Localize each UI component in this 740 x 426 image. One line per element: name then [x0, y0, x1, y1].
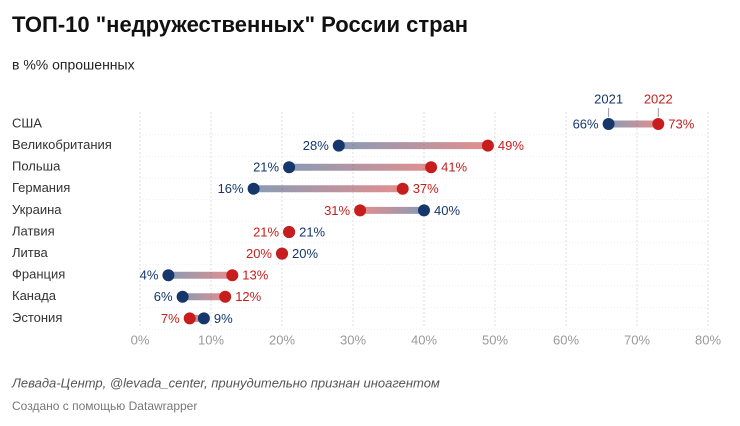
dot — [247, 182, 260, 195]
category-label: Украина — [12, 202, 62, 217]
value-label: 4% — [140, 268, 159, 283]
category-label: США — [12, 115, 42, 130]
source: Левада-Центр, @levada_center, принудител… — [11, 375, 440, 390]
credit: Создано с помощью Datawrapper — [12, 399, 197, 413]
dot — [219, 290, 232, 303]
dot — [396, 182, 409, 195]
dot — [283, 226, 296, 238]
legend-label: 2021 — [594, 91, 623, 106]
dot — [481, 139, 494, 152]
category-label: Эстония — [12, 310, 62, 325]
category-label: Польша — [12, 159, 61, 174]
value-label: 28% — [303, 138, 329, 153]
value-label: 40% — [434, 203, 460, 218]
category-label: Великобритания — [12, 137, 112, 152]
dot — [226, 269, 239, 282]
x-tick-label: 50% — [482, 332, 508, 347]
value-label: 49% — [498, 138, 524, 153]
category-label: Литва — [12, 245, 49, 260]
dot — [332, 139, 345, 152]
dot — [283, 161, 296, 174]
value-label: 13% — [242, 268, 268, 283]
value-label: 20% — [246, 246, 272, 261]
value-label: 21% — [253, 224, 279, 239]
category-label: Канада — [12, 288, 57, 303]
value-label: 20% — [292, 246, 318, 261]
dot — [162, 269, 175, 282]
x-tick-label: 80% — [695, 332, 721, 347]
value-label: 16% — [218, 181, 244, 196]
dot — [425, 161, 438, 174]
dot — [354, 204, 367, 217]
value-label: 9% — [214, 311, 233, 326]
x-tick-label: 60% — [553, 332, 579, 347]
dot — [183, 312, 196, 325]
dot — [176, 290, 189, 303]
value-label: 41% — [441, 160, 467, 175]
legend-label: 2022 — [644, 91, 673, 106]
x-tick-label: 10% — [198, 332, 224, 347]
value-label: 21% — [253, 160, 279, 175]
category-label: Франция — [12, 267, 65, 282]
x-tick-label: 40% — [411, 332, 437, 347]
dot — [418, 204, 430, 217]
x-tick-label: 30% — [340, 332, 366, 347]
dot — [602, 118, 615, 130]
category-label: Германия — [12, 180, 70, 195]
value-label: 31% — [324, 203, 350, 218]
value-label: 12% — [235, 289, 261, 304]
value-label: 7% — [161, 311, 180, 326]
chart-title: ТОП-10 "недружественных" России стран — [12, 12, 468, 37]
dot — [652, 118, 665, 130]
value-label: 6% — [154, 289, 173, 304]
x-tick-label: 70% — [624, 332, 650, 347]
value-label: 21% — [299, 224, 325, 239]
dot — [197, 312, 210, 325]
value-label: 73% — [668, 116, 694, 131]
x-tick-label: 0% — [131, 332, 150, 347]
chart-subtitle: в %% опрошенных — [12, 57, 135, 73]
category-label: Латвия — [12, 223, 55, 238]
dot — [276, 247, 288, 260]
x-tick-label: 20% — [269, 332, 295, 347]
value-label: 37% — [413, 181, 439, 196]
value-label: 66% — [573, 116, 599, 131]
